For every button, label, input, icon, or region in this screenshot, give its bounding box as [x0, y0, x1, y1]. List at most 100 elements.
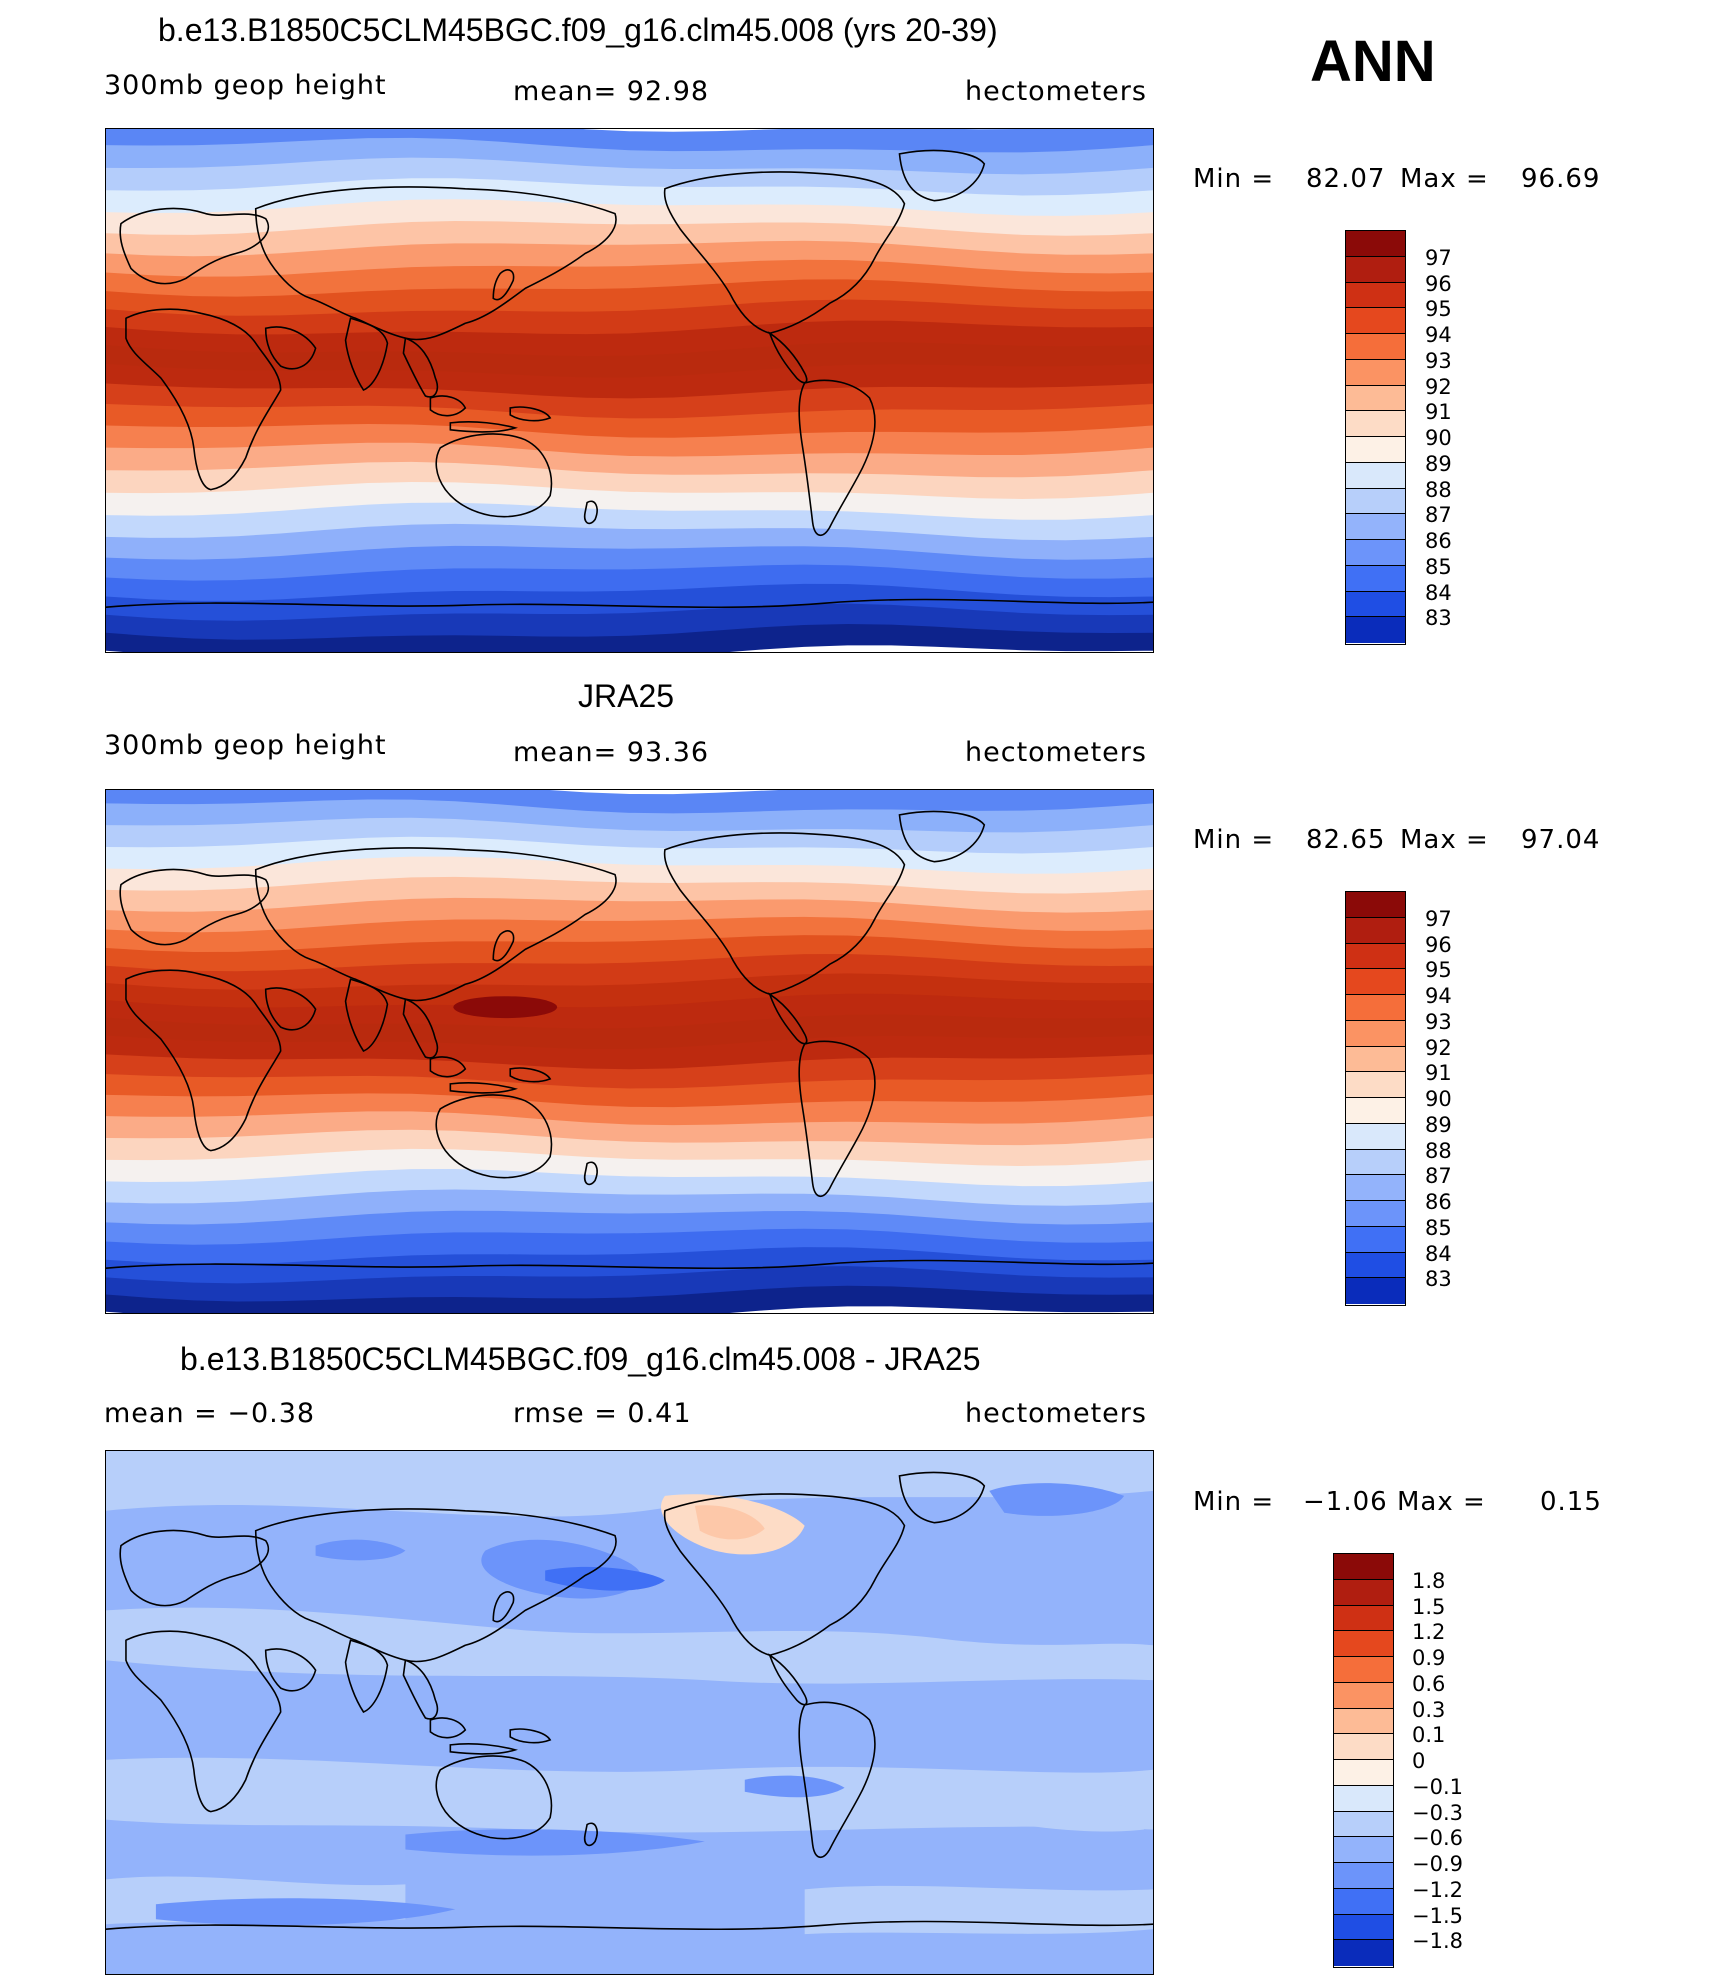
colorbar-tick-label: −0.9 [1412, 1852, 1463, 1876]
contour-band [106, 816, 1153, 854]
colorbar-tick-label: 1.2 [1412, 1620, 1446, 1645]
contour-band [106, 563, 1153, 601]
panel3-rmse-label: rmse = 0.41 [513, 1398, 692, 1429]
colorbar-segment [1334, 1785, 1393, 1812]
panel1-map [105, 128, 1154, 653]
coastline [429, 1056, 467, 1078]
coastline [254, 847, 617, 1002]
colorbar-tick-label: 92 [1425, 374, 1452, 399]
contour-band [106, 319, 1153, 357]
colorbar-segment [1346, 591, 1405, 618]
contour-band [106, 403, 1153, 438]
colorbar-segment [1346, 1046, 1405, 1073]
colorbar-tick-label: 95 [1425, 297, 1452, 322]
panel1-mean-label: mean= 92.98 [513, 76, 710, 107]
coastline [435, 433, 553, 518]
coastline [898, 810, 986, 863]
contour-band [106, 177, 1153, 216]
panel3-max-label: Max = [1397, 1487, 1486, 1517]
contour-band [106, 992, 1153, 1029]
colorbar-segment [1346, 282, 1405, 309]
contour-band [106, 460, 1153, 499]
colorbar-tick-label: 89 [1425, 1112, 1452, 1137]
colorbar-segment [1334, 1605, 1393, 1632]
coastline [344, 1639, 389, 1713]
colorbar-tick-label: 86 [1425, 1190, 1452, 1214]
colorbar-segment [1346, 437, 1405, 463]
contour-band [106, 896, 1153, 933]
colorbar-segment [1346, 334, 1405, 360]
coastline [429, 1717, 467, 1739]
colorbar-segment [1346, 1098, 1405, 1124]
coastline [663, 1493, 906, 1657]
panel2-colorbar [1345, 891, 1406, 1306]
coastline [402, 998, 439, 1059]
contour-band [106, 1013, 1153, 1050]
colorbar-segment [1334, 1760, 1393, 1786]
coastline [264, 326, 317, 370]
panel2-variable-label: 300mb geop height [104, 730, 387, 761]
colorbar-tick-label: 90 [1425, 426, 1452, 450]
colorbar-tick-label: 95 [1425, 958, 1452, 983]
colorbar-tick-label: 97 [1425, 906, 1452, 931]
coastline [344, 978, 389, 1052]
contour-band [106, 129, 1153, 153]
colorbar-segment [1346, 617, 1405, 643]
coastline [119, 1529, 269, 1607]
coastline [344, 317, 389, 391]
colorbar-segment [1346, 1201, 1405, 1227]
coastline [435, 1094, 553, 1179]
coastline [402, 1659, 439, 1720]
contour-band [106, 1147, 1153, 1187]
colorbar-segment [1346, 231, 1405, 257]
colorbar-tick-label: 83 [1425, 606, 1452, 631]
colorbar-tick-label: 97 [1425, 245, 1452, 270]
colorbar-tick-label: 96 [1425, 271, 1452, 296]
panel3-colorbar [1333, 1553, 1394, 1968]
colorbar-segment [1334, 1811, 1393, 1838]
coastline [492, 930, 515, 962]
colorbar-segment [1334, 1914, 1393, 1941]
contour-band [106, 1053, 1153, 1089]
coastline [492, 1591, 515, 1623]
colorbar-tick-label: 84 [1425, 580, 1452, 605]
coastline [798, 1701, 876, 1858]
contour-band [106, 156, 1153, 196]
colorbar-tick-label: 93 [1425, 348, 1452, 373]
panel3-map-svg [106, 1451, 1153, 1974]
colorbar-segment [1334, 1837, 1393, 1863]
panel1-max-label: Max = [1400, 164, 1489, 194]
colorbar-segment [1334, 1631, 1393, 1657]
panel3-min-value: −1.06 [1303, 1487, 1388, 1517]
panel2-title: JRA25 [578, 678, 675, 714]
contour-band [106, 136, 1153, 175]
coastline [254, 186, 617, 341]
panel1-colorbar [1345, 230, 1406, 645]
panel3-coastlines [106, 1471, 1153, 1931]
colorbar-segment [1346, 1226, 1405, 1253]
contour-band [106, 855, 1153, 894]
colorbar-tick-label: 84 [1425, 1241, 1452, 1266]
panel2-mean-label: mean= 93.36 [513, 737, 710, 768]
contour-band [106, 341, 1153, 378]
coastline [509, 1067, 552, 1083]
colorbar-segment [1346, 488, 1405, 515]
contour-band [106, 501, 1153, 541]
colorbar-tick-label: 87 [1425, 503, 1452, 528]
colorbar-segment [1346, 1020, 1405, 1047]
colorbar-segment [1346, 1175, 1405, 1201]
colorbar-segment [1346, 540, 1405, 566]
panel2-max-value: 97.04 [1521, 825, 1601, 855]
contour-band [106, 623, 1153, 652]
colorbar-tick-label: 1.5 [1412, 1594, 1446, 1619]
colorbar-tick-label: 0.1 [1412, 1723, 1446, 1748]
coastline [583, 500, 598, 525]
contour-band [106, 441, 1153, 478]
colorbar-tick-label: 0.9 [1412, 1646, 1446, 1670]
panel3-anomaly-regions [106, 1451, 1153, 1935]
colorbar-segment [1346, 565, 1405, 592]
colorbar-segment [1346, 411, 1405, 437]
colorbar-tick-label: 89 [1425, 451, 1452, 476]
panel3-map [105, 1450, 1154, 1975]
contour-band [106, 362, 1153, 399]
